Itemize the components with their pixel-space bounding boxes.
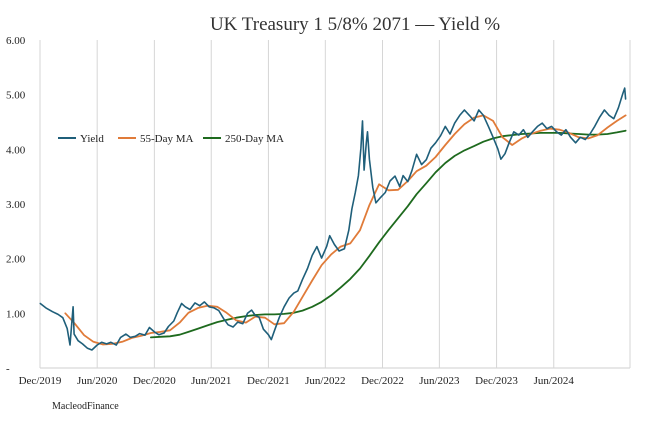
legend-label: 250-Day MA [225, 133, 284, 145]
series-line-55-day-ma [64, 114, 627, 346]
x-tick-label: Dec/2019 [19, 375, 62, 387]
legend-label: Yield [80, 133, 104, 145]
legend: Yield 55-Day MA 250-Day MA [58, 133, 284, 145]
chart-title: UK Treasury 1 5/8% 2071 — Yield % [210, 14, 500, 35]
x-tick-label: Jun/2022 [305, 375, 345, 387]
x-tick-label: Dec/2020 [133, 375, 176, 387]
y-axis: 6.00 5.00 4.00 3.00 2.00 1.00 - [6, 35, 26, 375]
x-tick-label: Jun/2023 [419, 375, 460, 387]
grid-layer [39, 40, 631, 369]
x-tick-label: Jun/2020 [77, 375, 118, 387]
x-tick-label: Dec/2023 [475, 375, 518, 387]
y-tick-label: 5.00 [6, 90, 26, 102]
series-line-250-day-ma [150, 129, 627, 339]
y-tick-label: 2.00 [6, 254, 26, 266]
y-tick-label: 3.00 [6, 199, 26, 211]
x-tick-label: Jun/2024 [534, 375, 575, 387]
series-layer [39, 87, 627, 351]
credit-label: MacleodFinance [52, 401, 119, 412]
legend-label: 55-Day MA [140, 133, 194, 145]
x-tick-label: Jun/2021 [191, 375, 231, 387]
x-tick-label: Dec/2021 [247, 375, 290, 387]
y-tick-label: 4.00 [6, 144, 26, 156]
x-axis: Dec/2019 Jun/2020 Dec/2020 Jun/2021 Dec/2021… [19, 375, 575, 387]
y-tick-label: 1.00 [6, 308, 26, 320]
y-tick-label: - [6, 363, 10, 375]
series-line-yield [39, 87, 627, 351]
y-tick-label: 6.00 [6, 35, 26, 47]
x-tick-label: Dec/2022 [361, 375, 404, 387]
